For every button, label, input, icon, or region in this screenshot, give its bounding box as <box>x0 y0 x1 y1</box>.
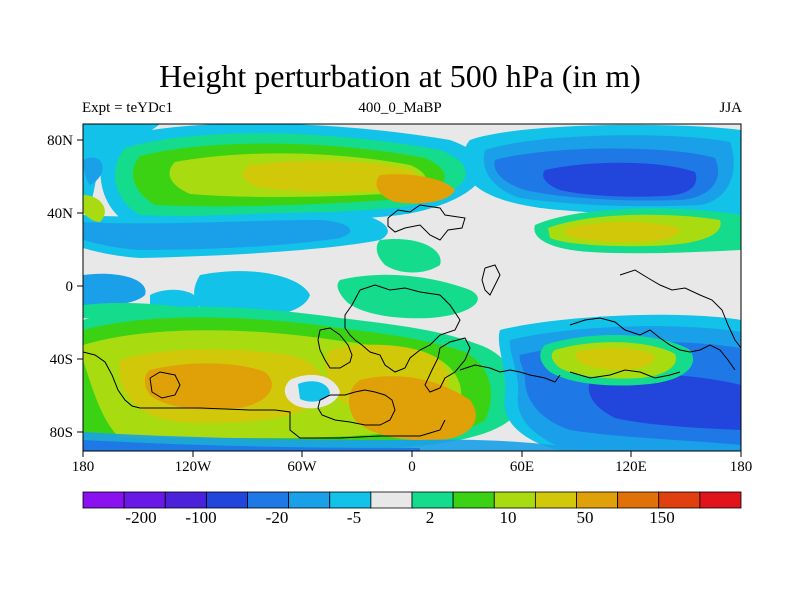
colorbar-label: -20 <box>266 508 289 527</box>
time-period-label: 400_0_MaBP <box>358 100 442 116</box>
colorbar-swatch <box>329 491 372 509</box>
colorbar-swatch <box>247 491 290 509</box>
x-tick-label: 120W <box>175 459 213 475</box>
x-tick-label: 60W <box>287 459 317 475</box>
colorbar-swatch <box>576 491 619 509</box>
x-tick-label: 0 <box>408 459 416 475</box>
coastlines <box>83 204 741 439</box>
colorbar-swatch <box>493 491 536 509</box>
colorbar-swatch <box>411 491 454 509</box>
colorbar-swatch <box>534 491 577 509</box>
colorbar-label: -5 <box>347 508 361 527</box>
colorbar-labels: -200 -100 -20 -5 2 10 50 150 <box>125 508 674 527</box>
y-tick-label: 0 <box>66 279 74 295</box>
northwest-negative-region <box>83 124 160 210</box>
colorbar-swatch <box>82 491 125 509</box>
colorbar-swatch <box>617 491 660 509</box>
y-tick-label: 80S <box>50 425 73 441</box>
colorbar-label: 10 <box>500 508 517 527</box>
y-tick-labels: 80N 40N 0 40S 80S <box>47 133 73 441</box>
experiment-label: Expt = teYDc1 <box>82 100 173 116</box>
plot-title: Height perturbation at 500 hPa (in m) <box>159 58 641 94</box>
y-tick-label: 40N <box>47 206 73 222</box>
colorbar-swatch <box>452 491 495 509</box>
x-tick-labels: 180 120W 60W 0 60E 120E 180 <box>72 459 753 475</box>
colorbar-swatch <box>164 491 207 509</box>
colorbar-swatch <box>123 491 166 509</box>
x-tick-label: 180 <box>730 459 753 475</box>
tropical-negative-central <box>194 271 310 319</box>
south-positive-region <box>83 306 516 451</box>
tick-marks <box>77 139 742 457</box>
colorbar-swatch <box>699 491 742 509</box>
north-positive-region <box>100 124 484 227</box>
y-tick-label: 80N <box>47 133 73 149</box>
colorbar-label: 50 <box>577 508 594 527</box>
colorbar-label: 150 <box>649 508 675 527</box>
colorbar-swatch <box>288 491 331 509</box>
y-tick-label: 40S <box>50 352 73 368</box>
x-tick-label: 180 <box>72 459 95 475</box>
season-label: JJA <box>719 100 742 116</box>
colorbar-swatch <box>658 491 701 509</box>
colorbar-swatch <box>205 491 248 509</box>
colorbar-label: -200 <box>125 508 156 527</box>
x-tick-label: 60E <box>510 459 534 475</box>
colorbar-label: 2 <box>426 508 435 527</box>
colorbar <box>82 491 742 509</box>
x-tick-label: 120E <box>615 459 647 475</box>
contour-field <box>83 124 741 451</box>
northeast-negative-region <box>463 124 741 218</box>
colorbar-label: -100 <box>185 508 216 527</box>
colorbar-swatch <box>370 491 413 509</box>
